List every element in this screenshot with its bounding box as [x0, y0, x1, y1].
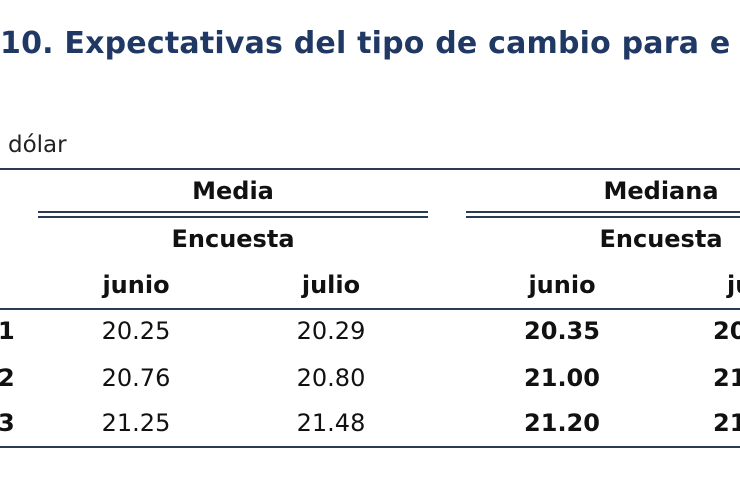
- mediana-junio-value: 21.00: [524, 364, 600, 392]
- media-junio-value: 20.25: [101, 317, 171, 345]
- mediana-julio-value: 21: [713, 364, 740, 392]
- table-title: 10. Expectativas del tipo de cambio para…: [0, 26, 731, 61]
- row-label: 2: [0, 364, 15, 392]
- col-mediana-junio: junio: [528, 271, 596, 299]
- media-julio-value: 20.29: [296, 317, 366, 345]
- row-label: 1: [0, 317, 15, 345]
- col-media-junio: junio: [102, 271, 170, 299]
- mediana-junio-value: 21.20: [524, 409, 600, 437]
- col-mediana-julio: ju: [727, 271, 740, 299]
- mediana-julio-value: 21: [713, 409, 740, 437]
- media-double-rule: [38, 211, 428, 218]
- media-julio-value: 20.80: [296, 364, 366, 392]
- header-media: Media: [192, 177, 274, 205]
- row-label: 3: [0, 409, 15, 437]
- unit-label: dólar: [8, 132, 67, 158]
- media-julio-value: 21.48: [296, 409, 366, 437]
- table-bottom-rule: [0, 446, 740, 448]
- media-junio-value: 20.76: [101, 364, 171, 392]
- top-rule: [0, 168, 740, 170]
- header-mediana: Mediana: [603, 177, 719, 205]
- header-bottom-rule: [0, 308, 740, 310]
- col-media-julio: julio: [301, 271, 361, 299]
- mediana-julio-value: 20: [713, 317, 740, 345]
- mediana-double-rule: [466, 211, 740, 218]
- header-encuesta-mediana: Encuesta: [599, 225, 723, 253]
- media-junio-value: 21.25: [101, 409, 171, 437]
- header-encuesta-media: Encuesta: [171, 225, 295, 253]
- mediana-junio-value: 20.35: [524, 317, 600, 345]
